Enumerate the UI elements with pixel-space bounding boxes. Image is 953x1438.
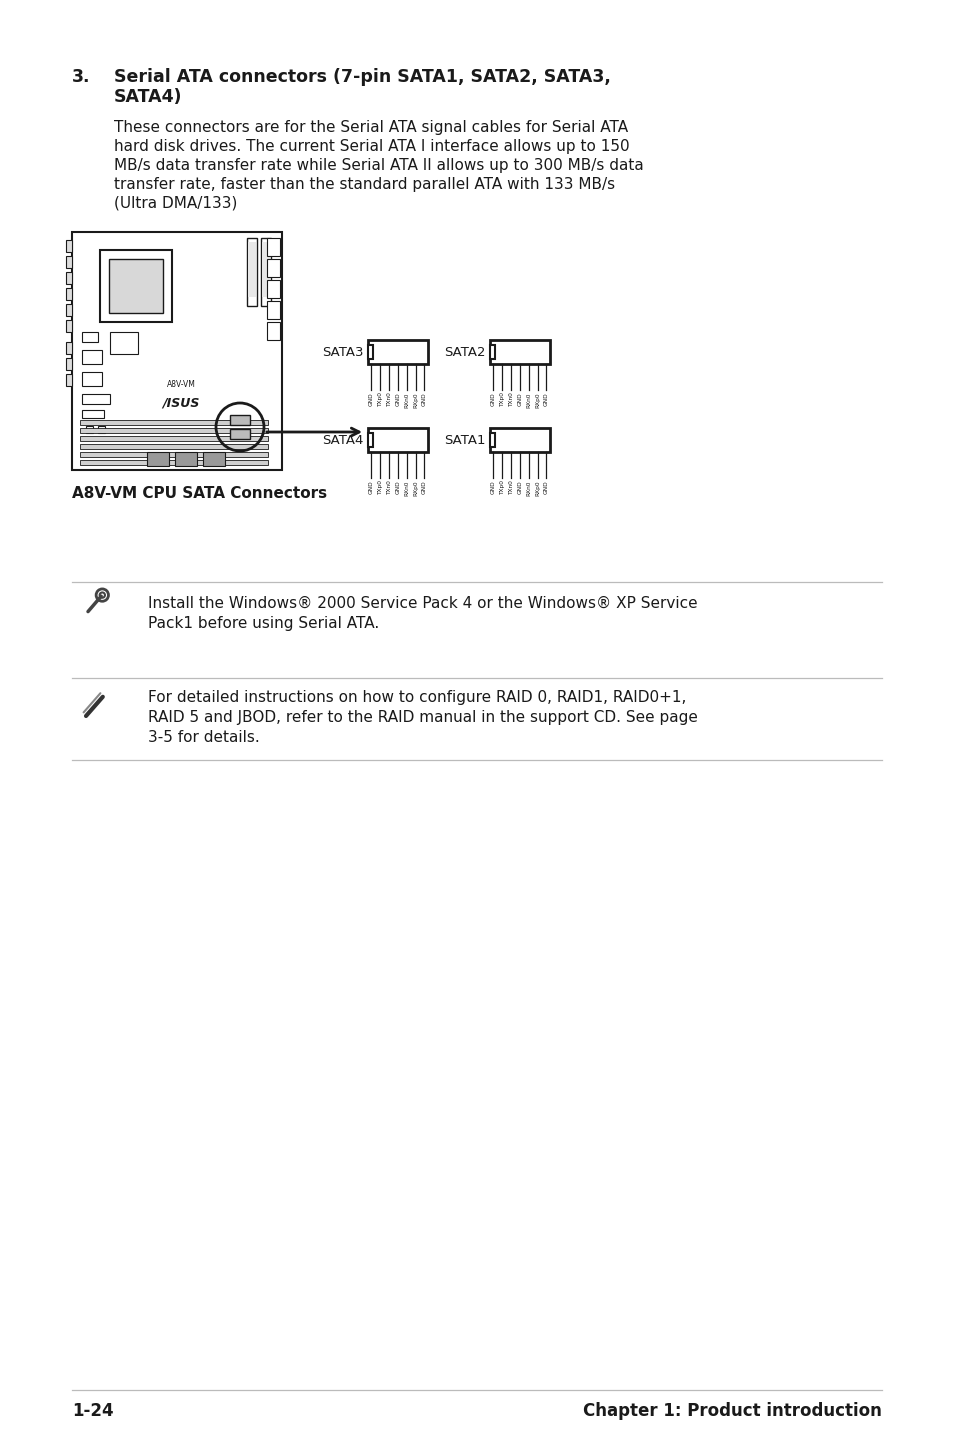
Bar: [82, 349, 102, 364]
Bar: [66, 321, 71, 332]
Text: SATA4): SATA4): [113, 88, 182, 106]
Bar: [174, 452, 196, 466]
Text: SATA1: SATA1: [444, 433, 485, 447]
Bar: [80, 420, 268, 426]
Bar: [66, 288, 71, 301]
Text: GND: GND: [543, 393, 548, 406]
Text: TXn0: TXn0: [508, 393, 513, 407]
Text: RXn0: RXn0: [404, 480, 409, 496]
Text: TXn0: TXn0: [386, 393, 392, 407]
Bar: [368, 345, 373, 360]
Text: These connectors are for the Serial ATA signal cables for Serial ATA: These connectors are for the Serial ATA …: [113, 119, 627, 135]
Text: Chapter 1: Product introduction: Chapter 1: Product introduction: [582, 1402, 882, 1419]
Text: RXp0: RXp0: [535, 393, 539, 407]
Text: Install the Windows® 2000 Service Pack 4 or the Windows® XP Service: Install the Windows® 2000 Service Pack 4…: [148, 595, 697, 611]
Bar: [267, 259, 280, 278]
Bar: [262, 242, 270, 298]
Text: SATA3: SATA3: [322, 345, 364, 358]
Bar: [66, 374, 71, 385]
Text: A8V-VM: A8V-VM: [167, 380, 195, 390]
Bar: [86, 426, 92, 433]
Bar: [110, 332, 138, 354]
Text: SATA2: SATA2: [444, 345, 485, 358]
Bar: [230, 416, 250, 426]
Bar: [66, 358, 71, 370]
Bar: [80, 452, 268, 457]
Bar: [82, 394, 110, 404]
Bar: [261, 239, 271, 306]
Text: 3.: 3.: [71, 68, 91, 86]
Bar: [248, 242, 255, 298]
Text: MB/s data transfer rate while Serial ATA II allows up to 300 MB/s data: MB/s data transfer rate while Serial ATA…: [113, 158, 643, 173]
Text: GND: GND: [369, 393, 374, 406]
Text: hard disk drives. The current Serial ATA I interface allows up to 150: hard disk drives. The current Serial ATA…: [113, 139, 629, 154]
Text: RXn0: RXn0: [404, 393, 409, 407]
Bar: [66, 256, 71, 267]
Bar: [230, 429, 250, 439]
Bar: [490, 339, 550, 364]
Bar: [66, 240, 71, 252]
Bar: [80, 436, 268, 441]
Text: TXp0: TXp0: [377, 480, 382, 495]
Bar: [267, 301, 280, 319]
Text: Serial ATA connectors (7-pin SATA1, SATA2, SATA3,: Serial ATA connectors (7-pin SATA1, SATA…: [113, 68, 610, 86]
Text: GND: GND: [369, 480, 374, 493]
Text: 3-5 for details.: 3-5 for details.: [148, 731, 259, 745]
Text: GND: GND: [421, 393, 427, 406]
Text: 1-24: 1-24: [71, 1402, 113, 1419]
Bar: [100, 250, 172, 322]
Text: A8V-VM CPU SATA Connectors: A8V-VM CPU SATA Connectors: [71, 486, 327, 500]
Bar: [80, 429, 268, 433]
Bar: [368, 429, 428, 452]
Text: GND: GND: [491, 393, 496, 406]
Text: GND: GND: [395, 393, 400, 406]
Bar: [80, 444, 268, 449]
Text: For detailed instructions on how to configure RAID 0, RAID1, RAID0+1,: For detailed instructions on how to conf…: [148, 690, 685, 705]
Bar: [82, 410, 104, 418]
Bar: [66, 272, 71, 283]
Text: GND: GND: [517, 393, 522, 406]
Text: TXp0: TXp0: [499, 393, 504, 407]
Bar: [267, 239, 280, 256]
Bar: [267, 322, 280, 339]
Text: transfer rate, faster than the standard parallel ATA with 133 MB/s: transfer rate, faster than the standard …: [113, 177, 615, 193]
Bar: [267, 280, 280, 298]
Bar: [490, 433, 495, 447]
Text: TXp0: TXp0: [499, 480, 504, 495]
Bar: [71, 232, 282, 470]
Text: (Ultra DMA/133): (Ultra DMA/133): [113, 196, 237, 211]
Bar: [109, 259, 163, 313]
Text: GND: GND: [395, 480, 400, 493]
Bar: [203, 452, 225, 466]
Bar: [98, 426, 105, 433]
Bar: [247, 239, 256, 306]
Text: GND: GND: [491, 480, 496, 493]
Text: /ISUS: /ISUS: [162, 397, 199, 410]
Bar: [80, 460, 268, 464]
Text: RXn0: RXn0: [526, 480, 531, 496]
Text: RAID 5 and JBOD, refer to the RAID manual in the support CD. See page: RAID 5 and JBOD, refer to the RAID manua…: [148, 710, 698, 725]
Text: RXp0: RXp0: [535, 480, 539, 496]
Bar: [66, 342, 71, 354]
Text: RXp0: RXp0: [413, 393, 417, 407]
Bar: [147, 452, 169, 466]
Text: TXn0: TXn0: [386, 480, 392, 495]
Bar: [82, 332, 98, 342]
Text: GND: GND: [421, 480, 427, 493]
Text: TXn0: TXn0: [508, 480, 513, 495]
Bar: [368, 339, 428, 364]
Text: SATA4: SATA4: [322, 433, 364, 447]
Text: RXp0: RXp0: [413, 480, 417, 496]
Bar: [82, 372, 102, 385]
Text: GND: GND: [543, 480, 548, 493]
Text: TXp0: TXp0: [377, 393, 382, 407]
Bar: [368, 433, 373, 447]
Text: Pack1 before using Serial ATA.: Pack1 before using Serial ATA.: [148, 615, 379, 631]
Bar: [490, 429, 550, 452]
Bar: [490, 345, 495, 360]
Bar: [66, 303, 71, 316]
Text: GND: GND: [517, 480, 522, 493]
Text: RXn0: RXn0: [526, 393, 531, 407]
